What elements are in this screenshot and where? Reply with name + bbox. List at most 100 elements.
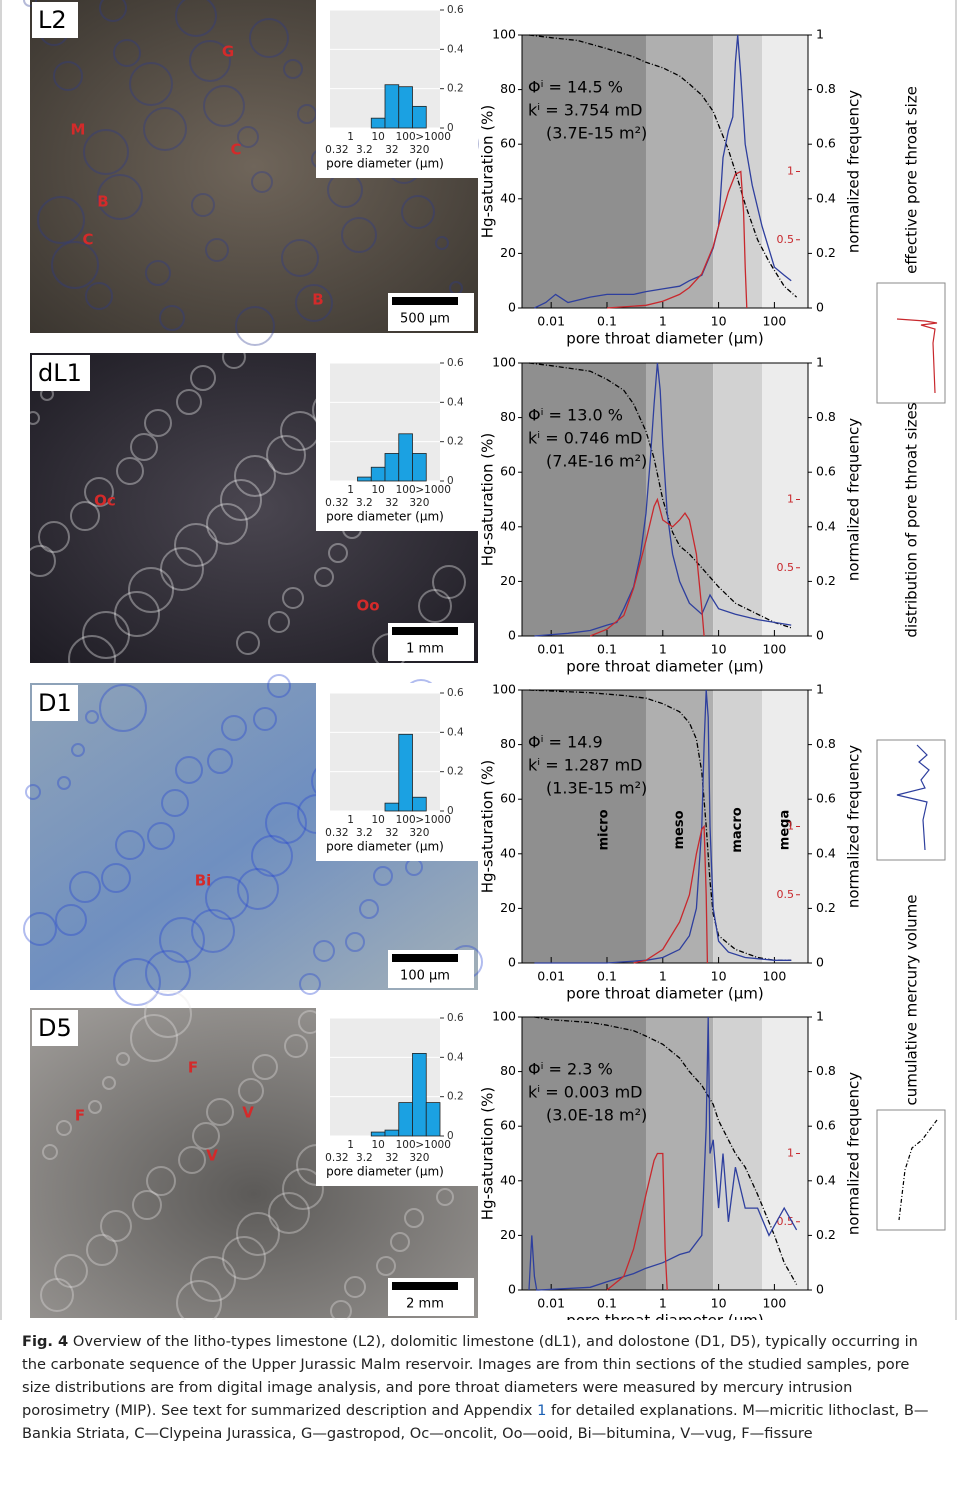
texture <box>359 899 379 919</box>
texture <box>146 1166 176 1196</box>
texture <box>234 455 276 497</box>
caption: Fig. 4 Overview of the litho-types limes… <box>22 1330 937 1445</box>
texture <box>176 1280 222 1320</box>
legend-box <box>876 282 946 404</box>
texture <box>190 1256 236 1302</box>
plot-annotation: kⁱ = 0.746 mD <box>528 429 643 448</box>
texture <box>222 1236 266 1280</box>
texture <box>56 1120 72 1136</box>
y-tick-label: 0 <box>447 475 454 487</box>
caption-label: Fig. 4 <box>22 1333 69 1350</box>
texture <box>345 932 365 952</box>
texture <box>191 909 235 953</box>
photo-annotation: Bi <box>195 872 212 890</box>
texture <box>237 126 259 148</box>
texture <box>178 1146 206 1174</box>
texture <box>40 1278 74 1312</box>
texture <box>328 543 348 563</box>
texture <box>284 1034 308 1058</box>
label-box <box>32 355 90 391</box>
inset-plot <box>330 693 440 811</box>
series-line <box>633 824 709 964</box>
series-line <box>528 689 792 961</box>
texture <box>252 1054 278 1080</box>
texture <box>268 1192 310 1234</box>
texture <box>432 565 466 599</box>
texture <box>160 547 204 591</box>
y-tick-label: 0 <box>508 628 516 643</box>
y2-tick-label: 0.8 <box>816 736 836 751</box>
texture <box>175 0 217 37</box>
y-tick-label: 20 <box>500 573 516 588</box>
x-tick-label: 0.1 <box>597 314 617 329</box>
y2-tick-label: 0.2 <box>816 900 836 915</box>
texture <box>238 1078 264 1104</box>
photo-annotation: B <box>97 193 108 211</box>
y-tick-label: 0.6 <box>447 687 464 699</box>
x-axis-label: pore throat diameter (µm) <box>566 985 763 1003</box>
x-tick-label: 32 <box>385 827 398 839</box>
y-tick-label: 80 <box>500 1063 516 1078</box>
bar <box>384 1129 400 1137</box>
x-tick-label: 1 <box>659 1296 667 1311</box>
texture <box>145 950 191 996</box>
pore-zone <box>713 1017 763 1290</box>
y-tick-label: 80 <box>500 736 516 751</box>
texture <box>221 715 247 741</box>
bar <box>398 1102 413 1137</box>
texture <box>435 236 449 250</box>
texture <box>189 40 231 82</box>
series-line <box>534 689 792 964</box>
y-tick-label: 0.2 <box>447 766 464 778</box>
photo-annotation: G <box>222 43 234 61</box>
x-tick-label: 10 <box>711 314 727 329</box>
texture <box>24 545 56 577</box>
legend-line <box>896 744 930 851</box>
x-tick-label: 0.01 <box>537 1296 565 1311</box>
pore-zone <box>645 35 714 308</box>
y2-tick-label: 1 <box>816 355 824 370</box>
photo-annotation: F <box>188 1059 198 1077</box>
bar <box>384 453 400 482</box>
y-tick-label: 0.6 <box>447 357 464 369</box>
caption-link[interactable]: 1 <box>537 1402 547 1419</box>
plot-frame <box>521 34 809 309</box>
y-tick-label: 0.4 <box>447 726 464 738</box>
x-tick-label: 3.2 <box>356 1152 373 1164</box>
scale-bar <box>392 627 458 635</box>
y2-tick-label: 0.4 <box>816 190 836 205</box>
plot-annotation: Φⁱ = 14.9 <box>528 733 603 752</box>
x-tick-label: 1 <box>347 814 354 826</box>
plot-annotation: (7.4E-16 m²) <box>546 452 647 471</box>
y2-tick-label: 0.6 <box>816 791 836 806</box>
x-axis-label: pore diameter (µm) <box>326 510 444 524</box>
series-line <box>606 170 748 309</box>
x-tick-label: 100 <box>762 1296 786 1311</box>
texture <box>341 217 377 253</box>
x-tick-label: 3.2 <box>356 827 373 839</box>
texture <box>53 61 83 91</box>
x-tick-label: 0.1 <box>597 969 617 984</box>
y-tick-label: 0.6 <box>447 4 464 16</box>
scale-bar <box>392 1282 458 1290</box>
y-tick-label: 20 <box>500 245 516 260</box>
texture <box>55 904 87 936</box>
texture <box>282 1168 324 1210</box>
x-tick-label: 0.01 <box>537 314 565 329</box>
texture <box>97 174 143 220</box>
pore-zone <box>522 1017 646 1290</box>
y-tick-label: 0.2 <box>447 1091 464 1103</box>
texture <box>330 1300 352 1320</box>
x-tick-label: >1000 <box>415 131 451 143</box>
texture <box>82 611 130 659</box>
y3-tick-label: 1 <box>787 165 794 178</box>
bar <box>412 796 427 812</box>
plot-annotation: Φⁱ = 13.0 % <box>528 406 623 425</box>
pore-zone <box>762 690 808 963</box>
x-tick-label: 32 <box>385 497 398 509</box>
photo-annotation: C <box>230 141 241 159</box>
texture <box>206 1098 234 1126</box>
caption-text: for detailed explanations. M—micritic li… <box>22 1402 929 1442</box>
y-tick-label: 0.4 <box>447 43 464 55</box>
texture <box>71 743 85 757</box>
